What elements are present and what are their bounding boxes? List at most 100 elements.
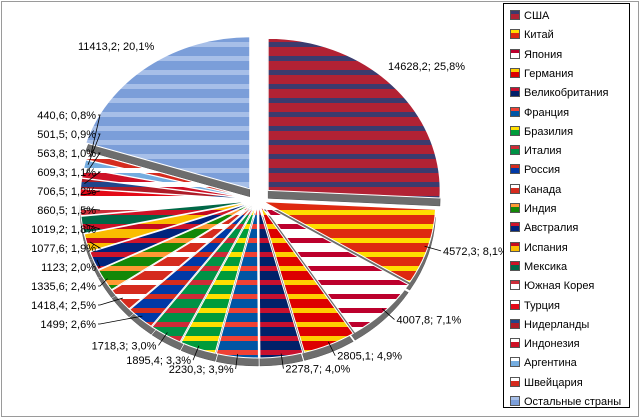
leader-line <box>96 259 101 268</box>
slice-data-label: 1718,3; 3,0% <box>92 340 157 352</box>
legend-swatch <box>510 48 520 59</box>
legend-label: Швейцария <box>524 376 583 389</box>
leader-line <box>327 341 336 356</box>
legend-label: Италия <box>524 145 562 158</box>
slice-data-label: 1077,6; 1,9% <box>31 243 96 255</box>
pie-slice <box>80 200 253 234</box>
slice-data-label: 2278,7; 4,0% <box>285 364 350 376</box>
pie-slice <box>111 203 254 310</box>
leader-line <box>87 133 101 165</box>
slice-data-label: 2230,3; 3,9% <box>169 364 234 376</box>
legend-item: Бразилия <box>510 125 573 139</box>
legend-label: Китай <box>524 29 554 42</box>
legend-label: Индия <box>524 203 557 216</box>
leader-line <box>89 114 101 158</box>
legend-swatch <box>510 357 520 368</box>
legend-label: Испания <box>524 241 568 254</box>
legend-label: Южная Корея <box>524 280 595 293</box>
legend-item: Канада <box>510 183 561 197</box>
legend-swatch <box>510 67 520 78</box>
legend-label: Россия <box>524 164 561 177</box>
legend-swatch <box>510 87 520 98</box>
leader-line <box>98 315 143 325</box>
legend-item: Нидерланды <box>510 318 589 332</box>
slice-data-label: 860,5; 1,5% <box>37 205 96 217</box>
legend-swatch <box>510 29 520 40</box>
legend-item: Мексика <box>510 260 567 274</box>
pie-slice <box>129 204 255 327</box>
legend-item: Южная Корея <box>510 279 594 293</box>
slice-data-label: 609,3; 1,1% <box>37 167 96 179</box>
legend-label: Франция <box>524 106 570 119</box>
slice-data-label: 563,8; 1,0% <box>37 148 96 160</box>
slice-data-label: 501,5; 0,9% <box>37 129 96 141</box>
leader-line <box>280 353 284 369</box>
pie-slice <box>267 37 441 199</box>
slice-data-label: 4007,8; 7,1% <box>396 315 461 327</box>
legend-swatch <box>510 222 520 233</box>
pie-slice <box>85 151 253 199</box>
legend-swatch <box>510 10 520 21</box>
leader-line <box>83 190 101 196</box>
legend-label: Австралия <box>524 222 579 235</box>
leader-line <box>85 152 101 174</box>
legend-swatch <box>510 183 520 194</box>
pie-slice <box>85 36 251 190</box>
leader-line <box>235 353 239 370</box>
pie-slice <box>83 201 253 253</box>
legend-label: Аргентина <box>524 357 577 370</box>
legend-swatch <box>510 106 520 117</box>
legend-label: Нидерланды <box>524 318 590 331</box>
legend-label: Индонезия <box>524 338 580 351</box>
legend-swatch <box>510 203 520 214</box>
legend-label: Германия <box>524 67 574 80</box>
legend-item: Великобритания <box>510 86 608 100</box>
legend-swatch <box>510 338 520 349</box>
legend-item: Остальные страны <box>510 395 621 409</box>
leader-line <box>83 207 101 211</box>
legend-item: Китай <box>510 28 554 42</box>
slice-data-label: 11413,2; 20,1% <box>78 41 154 53</box>
legend-swatch <box>510 299 520 310</box>
leader-line <box>85 224 101 230</box>
slice-data-label: 1019,2; 1,8% <box>31 224 96 236</box>
legend-item: Швейцария <box>510 376 583 390</box>
pie-slice <box>79 199 253 217</box>
legend-swatch <box>510 318 520 329</box>
leader-line <box>98 278 108 287</box>
slice-data-label: 440,6; 0,8% <box>37 110 96 122</box>
legend-label: США <box>524 10 550 23</box>
legend-item: Италия <box>510 144 561 158</box>
leader-line <box>381 308 395 320</box>
legend-item: Аргентина <box>510 356 577 370</box>
legend-label: Остальные страны <box>524 396 622 409</box>
slice-data-label: 706,5; 1,2% <box>37 186 96 198</box>
slice-data-label: 1895,4; 3,3% <box>126 355 191 367</box>
legend-item: Испания <box>510 241 568 255</box>
legend-item: Австралия <box>510 221 578 235</box>
legend-label: Канада <box>524 183 562 196</box>
legend-item: Индонезия <box>510 337 580 351</box>
leader-line <box>89 241 102 249</box>
legend-swatch <box>510 145 520 156</box>
legend-swatch <box>510 260 520 271</box>
slice-data-label: 1123; 2,0% <box>41 262 96 274</box>
legend-label: Бразилия <box>524 125 574 138</box>
legend-item: Россия <box>510 163 560 177</box>
chart-legend: США Китай Япония Германия Великобритания Фран… <box>503 3 630 408</box>
leader-line <box>192 345 200 361</box>
legend-item: США <box>510 9 549 23</box>
legend-swatch <box>510 280 520 291</box>
legend-label: Япония <box>524 48 563 61</box>
slice-data-label: 1499; 2,6% <box>40 319 96 331</box>
legend-item: Япония <box>510 48 562 62</box>
slice-data-label: 1335,6; 2,4% <box>31 281 96 293</box>
slice-data-label: 1418,4; 2,5% <box>31 300 96 312</box>
leader-line <box>424 245 442 252</box>
leader-line <box>158 332 168 346</box>
pie-slice <box>97 202 254 291</box>
leader-line <box>84 171 102 184</box>
leader-line <box>98 297 123 306</box>
legend-swatch <box>510 396 520 407</box>
